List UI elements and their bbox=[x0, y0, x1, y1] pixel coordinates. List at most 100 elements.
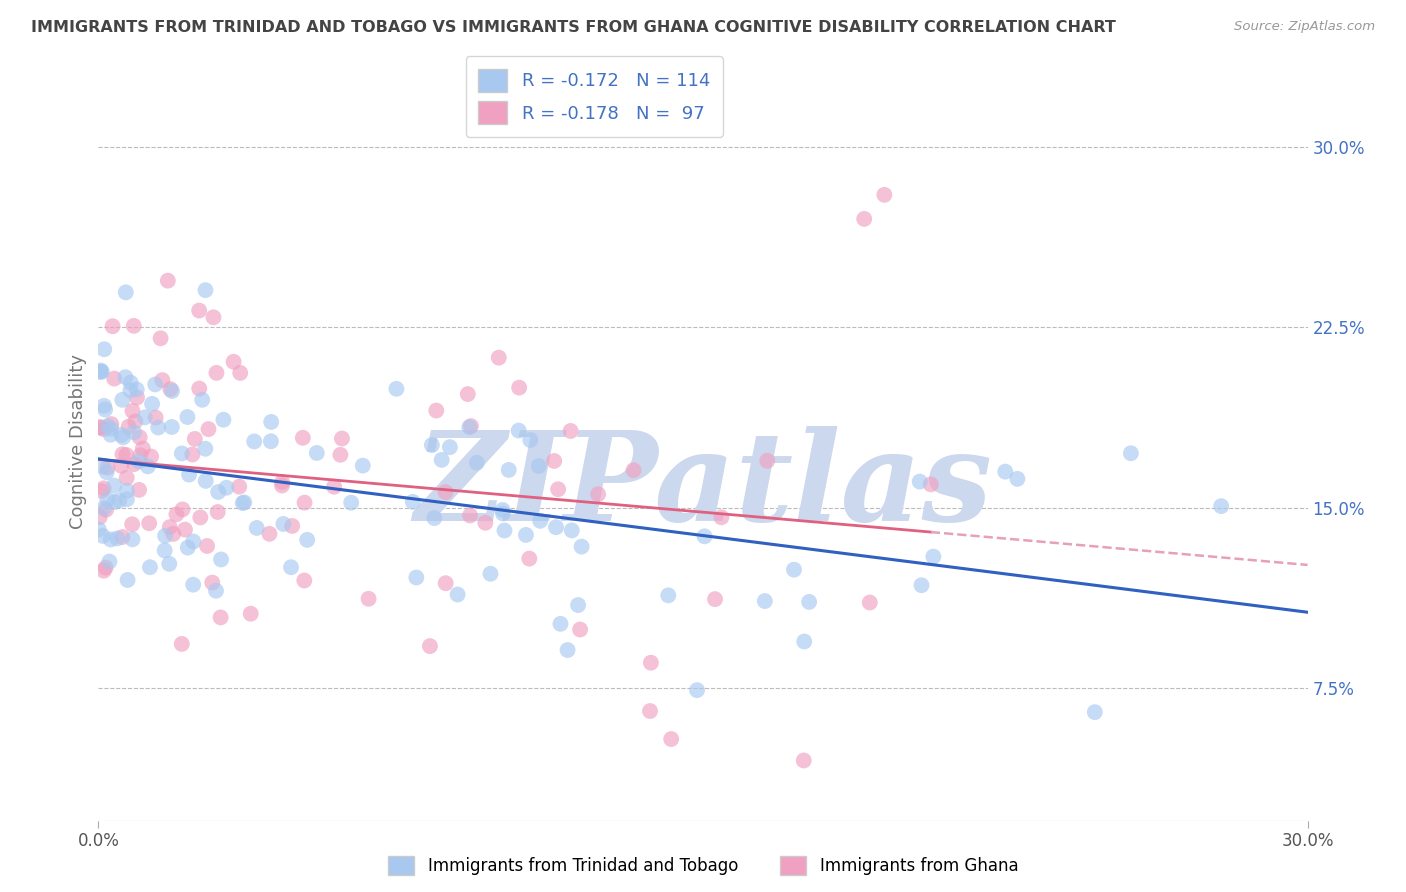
Point bbox=[458, 420, 481, 434]
Point bbox=[121, 404, 143, 418]
Point bbox=[232, 496, 254, 510]
Point bbox=[571, 540, 593, 554]
Point bbox=[294, 495, 316, 509]
Point bbox=[93, 564, 115, 578]
Point bbox=[122, 457, 145, 471]
Point bbox=[201, 575, 224, 590]
Point bbox=[686, 683, 709, 698]
Point bbox=[93, 481, 115, 495]
Point bbox=[100, 533, 122, 547]
Point bbox=[1119, 446, 1142, 460]
Point bbox=[176, 409, 198, 424]
Point bbox=[783, 563, 806, 577]
Point bbox=[110, 428, 132, 442]
Point bbox=[340, 496, 363, 510]
Point bbox=[295, 533, 318, 547]
Point bbox=[385, 382, 408, 396]
Point bbox=[114, 370, 136, 384]
Point bbox=[195, 539, 218, 553]
Point bbox=[207, 485, 229, 500]
Point bbox=[114, 285, 136, 300]
Point bbox=[710, 510, 733, 524]
Point bbox=[93, 343, 115, 357]
Point bbox=[292, 574, 315, 588]
Point bbox=[96, 465, 118, 479]
Point bbox=[115, 492, 138, 507]
Legend: Immigrants from Trinidad and Tobago, Immigrants from Ghana: Immigrants from Trinidad and Tobago, Imm… bbox=[381, 849, 1025, 882]
Point bbox=[128, 430, 150, 444]
Point bbox=[194, 283, 217, 297]
Point bbox=[181, 448, 204, 462]
Point bbox=[756, 454, 779, 468]
Point bbox=[148, 420, 170, 434]
Point bbox=[93, 501, 115, 516]
Point bbox=[209, 610, 232, 624]
Point bbox=[100, 427, 122, 442]
Point bbox=[508, 381, 530, 395]
Point bbox=[273, 516, 295, 531]
Point bbox=[271, 475, 294, 489]
Point bbox=[329, 448, 352, 462]
Point bbox=[122, 318, 145, 333]
Point bbox=[229, 366, 252, 380]
Point bbox=[458, 508, 481, 523]
Point bbox=[136, 459, 159, 474]
Point bbox=[420, 438, 443, 452]
Point bbox=[108, 493, 131, 508]
Point bbox=[91, 459, 114, 474]
Point bbox=[352, 458, 374, 473]
Point bbox=[910, 578, 932, 592]
Point bbox=[122, 425, 145, 440]
Point bbox=[100, 417, 122, 431]
Point bbox=[121, 533, 143, 547]
Point bbox=[519, 433, 541, 447]
Point bbox=[98, 555, 121, 569]
Point bbox=[908, 475, 931, 489]
Point bbox=[567, 598, 589, 612]
Point bbox=[145, 410, 167, 425]
Point bbox=[177, 541, 200, 555]
Point bbox=[121, 517, 143, 532]
Point bbox=[205, 583, 228, 598]
Point bbox=[181, 577, 204, 591]
Point bbox=[693, 529, 716, 543]
Point bbox=[202, 310, 225, 325]
Point bbox=[419, 639, 441, 653]
Point bbox=[174, 523, 197, 537]
Point bbox=[246, 521, 269, 535]
Point bbox=[117, 573, 139, 587]
Point bbox=[170, 637, 193, 651]
Point bbox=[659, 732, 682, 747]
Point bbox=[181, 534, 204, 549]
Point bbox=[205, 366, 228, 380]
Point bbox=[922, 549, 945, 564]
Point bbox=[439, 440, 461, 454]
Point bbox=[194, 474, 217, 488]
Point bbox=[188, 382, 211, 396]
Point bbox=[474, 516, 496, 530]
Point bbox=[97, 419, 120, 434]
Point bbox=[188, 510, 211, 524]
Point bbox=[920, 477, 942, 491]
Point bbox=[491, 503, 513, 517]
Point bbox=[557, 643, 579, 657]
Point bbox=[162, 527, 184, 541]
Point bbox=[141, 397, 163, 411]
Point bbox=[134, 410, 156, 425]
Point bbox=[157, 557, 180, 571]
Point bbox=[101, 319, 124, 334]
Point bbox=[197, 422, 219, 436]
Point bbox=[93, 399, 115, 413]
Point bbox=[434, 485, 457, 500]
Text: IMMIGRANTS FROM TRINIDAD AND TOBAGO VS IMMIGRANTS FROM GHANA COGNITIVE DISABILIT: IMMIGRANTS FROM TRINIDAD AND TOBAGO VS I… bbox=[31, 20, 1116, 35]
Point bbox=[259, 526, 281, 541]
Point bbox=[873, 187, 896, 202]
Point bbox=[191, 392, 214, 407]
Point bbox=[110, 458, 132, 473]
Point bbox=[89, 420, 111, 434]
Point bbox=[405, 570, 427, 584]
Text: Source: ZipAtlas.com: Source: ZipAtlas.com bbox=[1234, 20, 1375, 33]
Point bbox=[89, 510, 111, 524]
Point bbox=[90, 365, 112, 379]
Point bbox=[172, 502, 194, 516]
